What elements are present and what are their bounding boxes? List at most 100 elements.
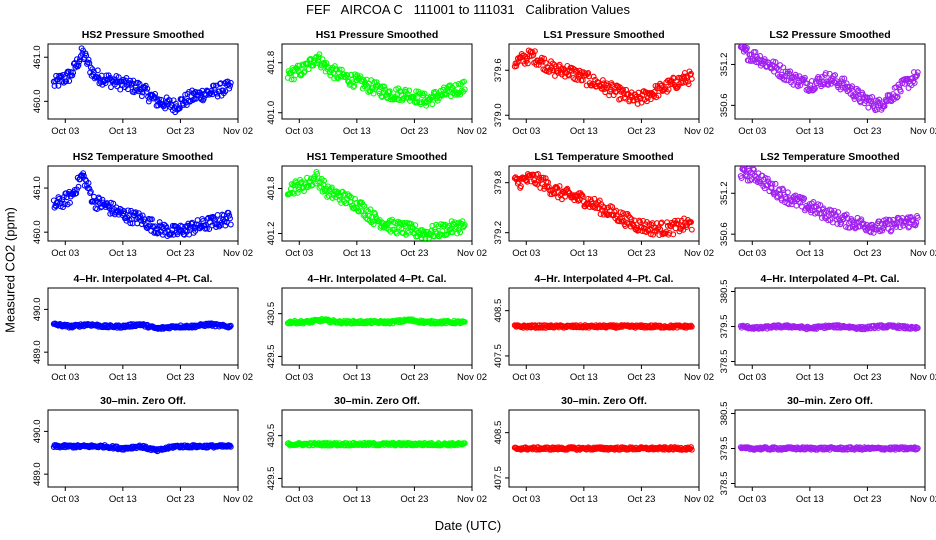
panel-0: HS2 Pressure Smoothed Oct 03 Oct 13 Oct 23 N… [32, 29, 253, 137]
y-tick-label: 379.6 [493, 58, 504, 82]
data-point [601, 204, 608, 211]
data-point [186, 98, 193, 105]
data-point [87, 188, 94, 195]
panel-title: 4–Hr. Interpolated 4–Pt. Cal. [74, 273, 213, 285]
data-point [897, 88, 904, 95]
data-point [801, 74, 808, 81]
data-point [149, 223, 156, 230]
panel-frame [281, 165, 473, 242]
data-point [402, 223, 409, 229]
y-tick-label: 408.5 [493, 299, 504, 323]
data-point [787, 68, 794, 75]
data-point [821, 208, 828, 215]
x-tick-label: Nov 02 [223, 248, 253, 259]
data-point [445, 223, 452, 229]
data-point [142, 82, 149, 89]
data-point [138, 221, 145, 228]
y-tick-label: 351.2 [719, 181, 730, 205]
series-points [284, 439, 468, 449]
data-point [429, 101, 436, 108]
data-point [225, 209, 232, 216]
data-point [162, 105, 169, 112]
x-tick-label: Oct 03 [738, 372, 766, 383]
data-point [674, 217, 681, 224]
data-point [358, 208, 365, 215]
data-point [539, 58, 546, 65]
data-point [904, 214, 911, 221]
x-tick-label: Oct 23 [853, 494, 881, 505]
data-point [869, 93, 876, 100]
x-tick-label: Oct 03 [285, 372, 313, 383]
y-tick-label: 460.0 [32, 89, 43, 113]
data-point [400, 230, 406, 237]
data-point [73, 190, 80, 197]
x-tick-label: Oct 23 [627, 372, 655, 383]
data-point [804, 80, 811, 87]
y-tick-label: 490.0 [32, 419, 43, 443]
data-point [850, 219, 857, 225]
data-point [769, 180, 776, 187]
data-point [75, 62, 82, 69]
data-point [873, 226, 880, 233]
data-point [461, 78, 467, 85]
data-point [835, 209, 842, 215]
data-point [853, 85, 860, 92]
data-point [423, 102, 430, 109]
series-points [737, 444, 921, 453]
data-point [301, 188, 307, 195]
data-point [843, 211, 850, 218]
data-point [134, 87, 141, 93]
data-point [420, 98, 427, 105]
series-points [50, 320, 234, 332]
x-tick-label: Oct 13 [796, 372, 824, 383]
data-point [658, 82, 665, 89]
x-tick-label: Oct 23 [853, 248, 881, 259]
data-point [562, 193, 568, 200]
data-point [155, 96, 162, 103]
series-points [50, 442, 234, 455]
panel-frame [281, 287, 473, 366]
data-point [574, 76, 581, 83]
data-point [381, 83, 388, 90]
data-point [189, 87, 196, 94]
data-point [222, 88, 229, 95]
panel-title: LS2 Pressure Smoothed [769, 29, 890, 41]
panel-frame [47, 165, 239, 242]
x-tick-label: Oct 23 [627, 494, 655, 505]
data-point [744, 177, 751, 184]
page-title: FEF AIRCOA C 111001 to 111031 Calibratio… [306, 2, 630, 17]
data-point [893, 94, 900, 101]
data-point [679, 79, 686, 86]
data-point [764, 175, 771, 182]
x-tick-label: Oct 03 [738, 126, 766, 137]
data-point [801, 195, 808, 202]
data-point [132, 209, 139, 216]
x-tick-label: Oct 13 [570, 126, 598, 137]
data-point [670, 74, 677, 81]
data-point [114, 83, 121, 90]
panel-frame [734, 43, 926, 120]
x-tick-label: Oct 03 [285, 126, 313, 137]
x-tick-label: Nov 02 [684, 248, 714, 259]
data-point [288, 76, 295, 83]
data-point [118, 78, 125, 85]
data-point [393, 230, 400, 237]
data-point [897, 224, 903, 231]
y-tick-label: 490.0 [32, 297, 43, 321]
data-point [847, 218, 854, 225]
data-point [75, 183, 82, 190]
x-tick-label: Oct 13 [343, 248, 371, 259]
data-point [350, 84, 357, 90]
data-point [793, 73, 800, 80]
x-tick-label: Oct 13 [796, 126, 824, 137]
data-point [224, 78, 231, 85]
panel-15: 30–min. Zero Off. Oct 03 Oct 13 Oct 23 Nov 0… [719, 395, 936, 505]
x-tick-label: Oct 03 [512, 494, 540, 505]
x-axis-label: Date (UTC) [434, 518, 502, 533]
data-point [808, 78, 815, 84]
x-tick-label: Oct 23 [627, 248, 655, 259]
data-point [857, 99, 864, 106]
data-point [911, 79, 918, 86]
data-point [125, 207, 131, 214]
data-point [743, 45, 750, 51]
